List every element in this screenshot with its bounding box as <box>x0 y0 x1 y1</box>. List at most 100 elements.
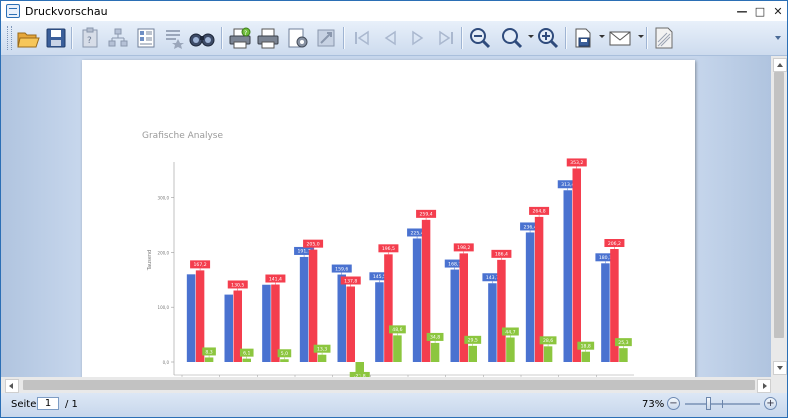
arrow-down-icon <box>777 366 783 370</box>
data-label-box <box>369 272 390 281</box>
data-label: 206,2 <box>608 241 621 247</box>
bar <box>468 345 477 362</box>
data-label-box <box>389 325 406 334</box>
scroll-right-button[interactable] <box>757 379 771 393</box>
first-page-button[interactable] <box>349 25 375 51</box>
status-bar: Seite: 1 / 1 73% − + <box>1 393 787 417</box>
export-dropdown-arrow[interactable] <box>599 35 605 38</box>
zoom-out-button[interactable] <box>467 25 493 51</box>
vertical-scrollbar[interactable] <box>771 56 787 377</box>
previous-page-icon <box>384 30 396 46</box>
data-label: 34,8 <box>430 335 440 341</box>
bar <box>337 274 346 362</box>
data-label-box <box>491 249 512 258</box>
data-label-box <box>502 327 519 336</box>
maximize-button[interactable]: □ <box>754 4 766 18</box>
data-label-box <box>202 347 216 356</box>
data-label: 137,8 <box>344 278 357 284</box>
quick-print-icon: ? <box>229 27 251 49</box>
data-label: 18,8 <box>581 343 591 349</box>
parameters-icon: ? <box>82 27 98 48</box>
page-number-input[interactable]: 1 <box>37 397 59 410</box>
data-label-box <box>595 253 616 262</box>
zoom-slider-in-button[interactable]: + <box>764 397 777 410</box>
preview-viewport[interactable]: Grafische Analyse Tausend 0,0 100,0 200,0 300… <box>1 56 771 377</box>
vertical-scroll-thumb[interactable] <box>774 72 784 338</box>
bar <box>242 358 251 362</box>
print-button[interactable] <box>255 25 281 51</box>
bar <box>299 256 309 362</box>
page-setup-button[interactable] <box>285 25 311 51</box>
toolbar-grip[interactable] <box>7 26 12 50</box>
toolbar-overflow-arrow[interactable] <box>775 36 781 40</box>
horizontal-scrollbar[interactable] <box>1 377 787 393</box>
data-label-box <box>482 273 503 282</box>
data-label-box <box>444 259 465 268</box>
horizontal-scroll-thumb[interactable] <box>23 380 755 390</box>
bookmark-button[interactable] <box>161 25 187 51</box>
data-label-box <box>239 348 254 357</box>
scroll-up-button[interactable] <box>773 58 787 72</box>
report-page: Grafische Analyse Tausend 0,0 100,0 200,0 300… <box>82 60 695 377</box>
data-label-box <box>331 264 352 273</box>
arrow-left-icon <box>9 383 13 389</box>
bar <box>346 286 355 362</box>
arrow-right-icon <box>763 383 767 389</box>
toolbar-separator <box>565 27 567 49</box>
zoom-button[interactable] <box>499 25 525 51</box>
data-label-box <box>615 338 632 347</box>
data-label: 180,1 <box>599 255 612 261</box>
window-title: Druckvorschau <box>25 4 108 18</box>
bar <box>384 254 393 362</box>
data-label: 168,7 <box>448 261 461 267</box>
data-label-box <box>277 349 292 358</box>
quick-print-button[interactable]: ? <box>227 25 253 51</box>
minimize-button[interactable]: — <box>736 4 748 18</box>
bar <box>224 294 233 362</box>
scroll-left-button[interactable] <box>5 379 19 393</box>
export-button[interactable] <box>571 25 597 51</box>
scroll-down-button[interactable] <box>773 361 787 375</box>
zoom-in-button[interactable] <box>535 25 561 51</box>
parameters-button[interactable]: ? <box>77 25 103 51</box>
email-dropdown-arrow[interactable] <box>638 35 644 38</box>
last-page-icon <box>439 30 453 46</box>
zoom-slider-thumb[interactable] <box>706 397 711 410</box>
next-page-icon <box>412 30 424 46</box>
document-map-button[interactable] <box>105 25 131 51</box>
zoom-out-icon <box>470 28 491 49</box>
bar <box>581 351 590 362</box>
data-label: 6,1 <box>243 350 250 356</box>
data-label: 198,2 <box>457 245 470 251</box>
send-email-button[interactable] <box>607 25 633 51</box>
arrow-up-icon <box>777 63 783 67</box>
open-button[interactable] <box>15 25 41 51</box>
last-page-button[interactable] <box>433 25 459 51</box>
zoom-slider-out-button[interactable]: − <box>667 397 680 410</box>
previous-page-button[interactable] <box>377 25 403 51</box>
toolbar-separator <box>221 27 223 49</box>
data-label-box <box>303 239 324 248</box>
scale-button[interactable] <box>313 25 339 51</box>
data-label-box <box>464 335 482 344</box>
close-button[interactable]: ✕ <box>773 4 783 18</box>
toolbar-separator <box>461 27 463 49</box>
print-icon <box>257 28 279 49</box>
data-label: 259,4 <box>420 212 433 218</box>
print-preview-app-icon <box>6 4 20 18</box>
data-label-box <box>416 209 437 218</box>
bar <box>317 354 327 362</box>
save-button[interactable] <box>43 25 69 51</box>
next-page-button[interactable] <box>405 25 431 51</box>
data-label-box <box>313 344 331 353</box>
bar-chart: Grafische Analyse Tausend 0,0 100,0 200,0 300… <box>142 131 634 377</box>
y-tick-label: 300,0 <box>158 196 170 201</box>
data-label-box <box>539 336 557 345</box>
thumbnails-button[interactable] <box>133 25 159 51</box>
bar <box>601 263 610 362</box>
data-label: 264,8 <box>533 209 546 215</box>
find-button[interactable] <box>189 25 215 51</box>
watermark-button[interactable] <box>651 25 677 51</box>
zoom-dropdown-arrow[interactable] <box>528 35 534 38</box>
data-label: 29,5 <box>468 338 478 344</box>
